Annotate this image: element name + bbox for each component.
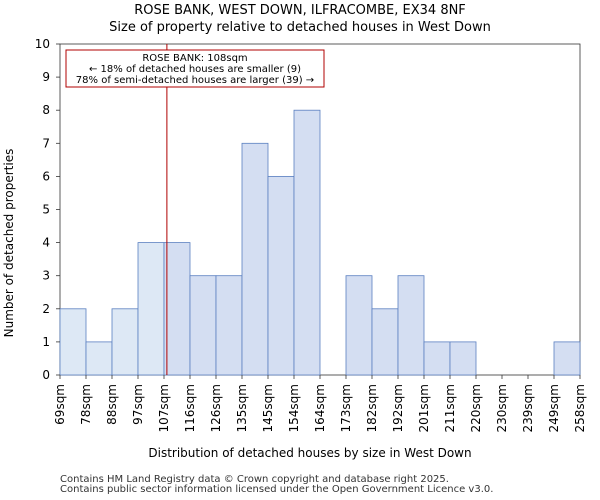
footer-line-2: Contains public sector information licen…: [60, 484, 494, 495]
bar-88sqm: [111, 308, 139, 376]
annotation-line-1: ROSE BANK: 108sqm: [142, 53, 247, 64]
x-tick-label-154sqm: 154sqm: [287, 384, 301, 432]
bar-154sqm: [293, 109, 321, 376]
bar-249sqm: [553, 341, 581, 376]
bar-145sqm: [267, 175, 295, 376]
bar-192sqm: [397, 275, 425, 376]
x-tick-label-97sqm: 97sqm: [131, 384, 145, 425]
marker-annotation: ROSE BANK: 108sqm ← 18% of detached hous…: [65, 49, 325, 88]
x-tick-label-135sqm: 135sqm: [235, 384, 249, 432]
x-axis-label: Distribution of detached houses by size …: [148, 446, 471, 460]
y-tick-label-1: 1: [42, 335, 50, 349]
y-tick-label-9: 9: [42, 70, 50, 84]
bar-135sqm: [241, 142, 269, 376]
annotation-line-3: 78% of semi-detached houses are larger (…: [76, 75, 314, 86]
y-tick-label-0: 0: [42, 368, 50, 382]
x-tick-label-182sqm: 182sqm: [365, 384, 379, 432]
bars-group: [59, 109, 581, 376]
x-tick-label-116sqm: 116sqm: [183, 384, 197, 432]
bar-107sqm: [163, 242, 191, 376]
x-axis: 69sqm 78sqm 88sqm 97sqm 107sqm 116sqm 126sqm 13…: [53, 375, 587, 432]
y-axis-label: Number of detached properties: [2, 149, 16, 338]
bar-97sqm: [137, 242, 165, 376]
x-tick-label-173sqm: 173sqm: [339, 384, 353, 432]
x-tick-label-126sqm: 126sqm: [209, 384, 223, 432]
y-tick-label-3: 3: [42, 269, 50, 283]
chart-title: ROSE BANK, WEST DOWN, ILFRACOMBE, EX34 8…: [134, 3, 466, 18]
bar-116sqm: [189, 275, 217, 376]
chart-subtitle: Size of property relative to detached ho…: [109, 20, 491, 35]
y-tick-label-8: 8: [42, 103, 50, 117]
x-tick-label-230sqm: 230sqm: [495, 384, 509, 432]
y-tick-label-6: 6: [42, 169, 50, 183]
bar-182sqm: [371, 308, 399, 376]
bar-69sqm: [59, 308, 87, 376]
bar-211sqm: [449, 341, 477, 376]
x-tick-label-201sqm: 201sqm: [417, 384, 431, 432]
x-tick-label-88sqm: 88sqm: [105, 384, 119, 425]
x-tick-label-192sqm: 192sqm: [391, 384, 405, 432]
x-tick-label-211sqm: 211sqm: [443, 384, 457, 432]
bar-201sqm: [423, 341, 451, 376]
x-tick-label-69sqm: 69sqm: [53, 384, 67, 425]
x-tick-label-164sqm: 164sqm: [313, 384, 327, 432]
bar-173sqm: [345, 275, 373, 376]
annotation-line-2: ← 18% of detached houses are smaller (9): [89, 64, 301, 75]
footer-line-1: Contains HM Land Registry data © Crown c…: [60, 474, 449, 485]
x-tick-label-78sqm: 78sqm: [79, 384, 93, 425]
y-tick-label-7: 7: [42, 136, 50, 150]
x-tick-label-145sqm: 145sqm: [261, 384, 275, 432]
annotation-box: [65, 49, 325, 88]
bar-126sqm: [215, 275, 243, 376]
bar-78sqm: [85, 341, 113, 376]
y-tick-label-2: 2: [42, 302, 50, 316]
y-tick-label-10: 10: [35, 37, 50, 51]
y-tick-label-4: 4: [42, 236, 50, 250]
x-tick-label-258sqm: 258sqm: [573, 384, 587, 432]
x-tick-label-220sqm: 220sqm: [469, 384, 483, 432]
x-tick-label-249sqm: 249sqm: [547, 384, 561, 432]
y-tick-label-5: 5: [42, 203, 50, 217]
y-axis: 0 1 2 3 4 5 6 7 8 9 10: [35, 37, 60, 382]
x-tick-label-239sqm: 239sqm: [521, 384, 535, 432]
x-tick-label-107sqm: 107sqm: [157, 384, 171, 432]
